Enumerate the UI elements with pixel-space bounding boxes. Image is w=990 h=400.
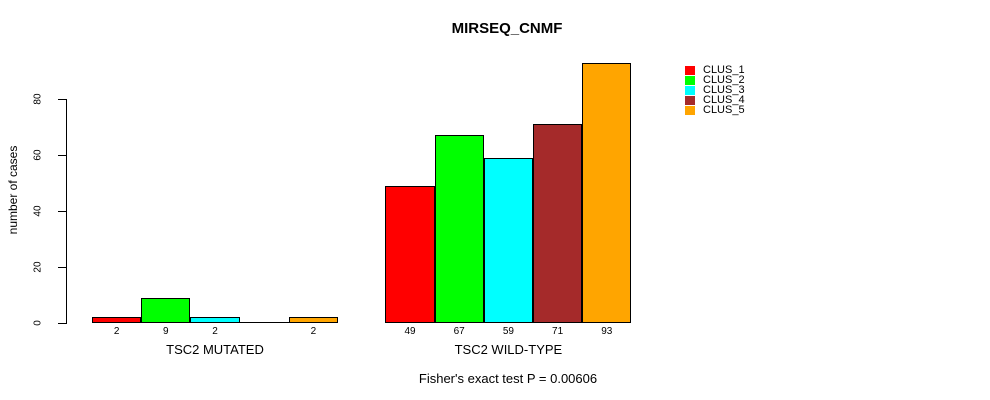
bar-value-label: 93	[601, 326, 613, 337]
group-label: TSC2 MUTATED	[166, 342, 264, 357]
legend-label: CLUS_5	[703, 104, 745, 116]
bar	[288, 317, 338, 323]
y-tick	[58, 211, 66, 212]
bar-value-label: 2	[212, 326, 218, 337]
legend-swatch	[685, 96, 695, 105]
footer-text: Fisher's exact test P = 0.00606	[418, 371, 598, 386]
bar-value-label: 49	[404, 326, 416, 337]
bar	[92, 317, 142, 323]
bar	[533, 124, 583, 323]
bar-value-label: 59	[502, 326, 514, 337]
bar	[483, 157, 533, 323]
y-axis-line	[66, 99, 67, 324]
bar	[190, 317, 240, 323]
bar	[239, 322, 289, 323]
bar-value-label: 67	[453, 326, 465, 337]
y-tick	[58, 267, 66, 268]
bar	[141, 297, 191, 323]
bar	[434, 135, 484, 323]
legend-swatch	[685, 76, 695, 85]
bar-value-label: 71	[552, 326, 564, 337]
chart-title: MIRSEQ_CNMF	[451, 20, 563, 37]
legend-label: CLUS_3	[703, 84, 745, 96]
y-tick	[58, 323, 66, 324]
legend-swatch	[685, 86, 695, 95]
bar-value-label: 2	[310, 326, 317, 337]
legend-label: CLUS_4	[703, 94, 745, 106]
legend-swatch	[685, 106, 695, 115]
bar	[582, 62, 632, 323]
y-tick	[58, 155, 66, 156]
legend-label: CLUS_1	[703, 64, 745, 76]
y-tick	[58, 99, 66, 100]
group-label: TSC2 WILD-TYPE	[454, 342, 563, 357]
bar-value-label: 9	[163, 326, 169, 337]
bar	[385, 185, 435, 323]
legend-label: CLUS_2	[703, 74, 745, 86]
bar-value-label: 2	[113, 326, 120, 337]
legend-swatch	[685, 66, 695, 75]
